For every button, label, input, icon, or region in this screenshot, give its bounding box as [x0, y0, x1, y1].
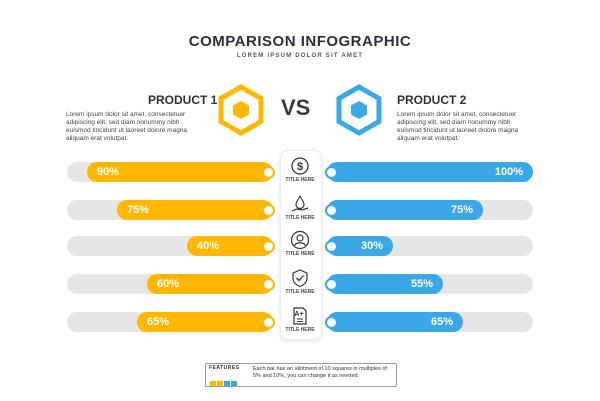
row-title-label: TITLE HERE	[285, 215, 315, 221]
product-1-bar: 90%	[87, 162, 273, 182]
product-2-bar: 75%	[327, 200, 483, 220]
product-2-bar-endpoint	[325, 203, 338, 217]
product-2-name: PRODUCT 2	[397, 93, 467, 107]
product-1-bar: 60%	[147, 274, 273, 294]
dollar-icon: $	[291, 157, 309, 175]
hexagon-icon-product-2	[336, 84, 382, 136]
user-icon	[290, 230, 310, 250]
product-1-bar: 40%	[187, 236, 273, 256]
row-title-label: TITLE HERE	[285, 289, 315, 295]
row-title-label: TITLE HERE	[285, 177, 315, 183]
svg-text:A+: A+	[294, 311, 303, 318]
page-title: COMPARISON INFOGRAPHIC	[188, 33, 412, 50]
product-1-bar-endpoint	[262, 277, 275, 291]
product-1-bar-endpoint	[262, 165, 275, 179]
legend-text: Each bar has an allotment of 10 squares …	[253, 366, 387, 379]
product-1-bar: 75%	[117, 200, 273, 220]
product-1-bar-endpoint	[262, 239, 275, 253]
product-2-bar: 30%	[327, 236, 393, 256]
product-2-bar-endpoint	[325, 239, 338, 253]
legend-title: FEATURES	[209, 365, 240, 371]
shield-check-icon	[292, 269, 308, 288]
legend-box	[205, 363, 397, 387]
product-1-bar-endpoint	[262, 203, 275, 217]
hexagon-icon-product-1	[218, 84, 264, 136]
product-2-bar-endpoint	[325, 315, 338, 329]
product-2-description: Lorem ipsum dolor sit amet, consectetuer…	[397, 111, 519, 142]
hand-drop-icon	[291, 194, 309, 212]
document-grade-icon: A+	[293, 307, 307, 325]
vs-label: VS	[281, 95, 311, 120]
product-1-description: Lorem ipsum dolor sit amet, consectetuer…	[66, 111, 188, 142]
product-1-name: PRODUCT 1	[148, 93, 218, 107]
product-2-bar: 100%	[327, 162, 533, 182]
legend-swatches	[210, 373, 243, 386]
product-1-bar: 65%	[137, 312, 273, 332]
page-subtitle: LOREM IPSUM DOLOR SIT AMET	[236, 53, 364, 59]
row-title-label: TITLE HERE	[285, 327, 315, 333]
product-2-bar-endpoint	[325, 165, 338, 179]
product-1-bar-endpoint	[262, 315, 275, 329]
product-2-bar: 55%	[327, 274, 443, 294]
row-title-label: TITLE HERE	[285, 251, 315, 257]
product-2-bar-endpoint	[325, 277, 338, 291]
svg-text:$: $	[297, 161, 303, 173]
product-2-bar: 65%	[327, 312, 463, 332]
